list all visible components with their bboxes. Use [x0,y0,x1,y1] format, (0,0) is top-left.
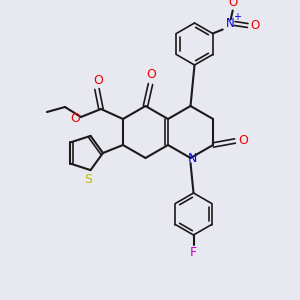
Text: F: F [190,247,197,260]
Text: O: O [93,74,103,88]
Text: O: O [238,134,248,146]
Text: +: + [233,13,241,22]
Text: N: N [188,152,197,164]
Text: −: − [236,0,245,4]
Text: N: N [226,17,235,30]
Text: O: O [70,112,80,124]
Text: O: O [146,68,156,82]
Text: O: O [228,0,237,9]
Text: O: O [250,19,259,32]
Text: S: S [85,172,92,186]
